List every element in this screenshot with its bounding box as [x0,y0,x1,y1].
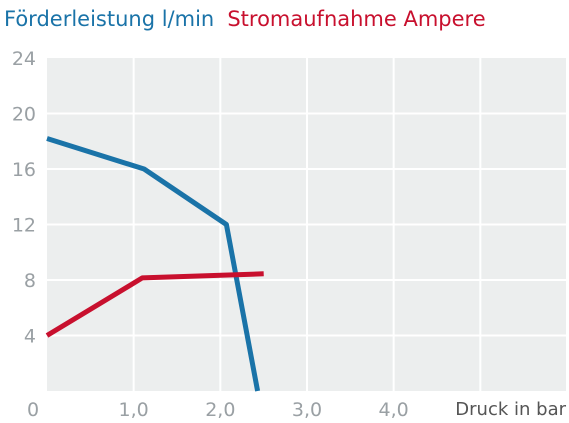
x-tick-label: 4,0 [379,399,409,421]
x-tick-label: 0 [27,399,39,421]
y-tick-label: 4 [24,326,36,348]
chart-title: Förderleistung l/min Stromaufnahme Amper… [4,7,486,31]
y-tick-label: 20 [12,104,36,126]
x-tick-labels: 0 1,0 2,0 3,0 4,0 [27,399,409,421]
y-tick-label: 24 [12,48,36,70]
y-tick-label: 16 [12,159,36,181]
grid [47,58,568,391]
x-tick-label: 3,0 [292,399,322,421]
y-tick-label: 8 [24,270,36,292]
title-current-draw: Stromaufnahme Ampere [227,7,485,31]
title-flow-rate: Förderleistung l/min [4,7,214,31]
series-lines [45,136,264,392]
y-tick-labels: 4 8 12 16 20 24 [12,48,36,348]
x-tick-label: 1,0 [119,399,149,421]
x-tick-label: 2,0 [205,399,235,421]
x-axis-label: Druck in bar [455,399,566,420]
series-line-1 [45,271,264,338]
series-line-0 [46,136,261,392]
y-tick-label: 12 [12,215,36,237]
